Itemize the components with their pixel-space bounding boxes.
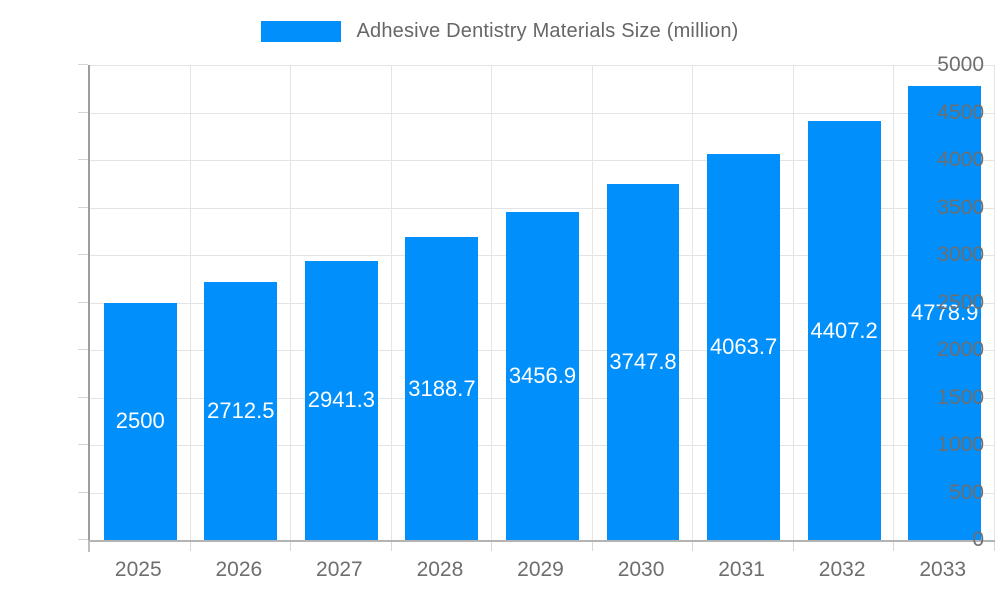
y-axis-tick	[78, 159, 88, 160]
x-axis-tick	[893, 542, 895, 551]
y-axis-tick-label: 2000	[937, 338, 984, 361]
bar-2027[interactable]: 2941.3	[304, 260, 378, 540]
plot-area: 2500 2712.5 2941.3 3188.7 3456.9 3747.8 4063.7…	[78, 64, 995, 552]
x-axis-tick-label: 2025	[114, 558, 162, 581]
y-axis-tick-label: 4000	[937, 148, 984, 171]
gridline-vertical	[491, 65, 493, 540]
legend-label: Adhesive Dentistry Materials Size (milli…	[356, 20, 739, 42]
bar-2025[interactable]: 2500	[103, 302, 177, 540]
y-axis-tick-label: 3500	[937, 195, 984, 219]
x-axis-tick	[290, 542, 292, 551]
y-axis-tick	[78, 491, 88, 493]
y-axis-tick-label: 3000	[937, 243, 984, 266]
x-axis-tick-label: 2026	[215, 558, 263, 581]
bar-2026[interactable]: 2712.5	[204, 282, 278, 540]
bar-value-label: 4407.2	[810, 317, 878, 343]
bar-2033[interactable]: 4778.9	[908, 86, 982, 540]
bar-2031[interactable]: 4063.7	[707, 153, 781, 540]
x-axis-tick-label: 2033	[919, 558, 967, 581]
y-axis-tick	[78, 206, 88, 208]
gridline-vertical	[893, 65, 895, 540]
x-axis-tick	[189, 542, 191, 551]
y-axis-tick-label: 5000	[937, 53, 984, 76]
y-axis-tick	[78, 539, 88, 540]
gridline-vertical	[189, 65, 191, 540]
x-axis-tick	[994, 542, 995, 551]
x-axis-tick	[390, 542, 392, 551]
y-axis-tick	[78, 254, 88, 255]
x-axis-tick-label: 2031	[718, 558, 765, 581]
bar-value-label: 4063.7	[709, 333, 778, 359]
y-axis-tick	[78, 301, 88, 303]
legend-swatch-icon	[261, 21, 342, 42]
x-axis-tick	[692, 542, 694, 551]
bar-2030[interactable]: 3747.8	[606, 183, 680, 540]
gridline-vertical	[290, 65, 292, 540]
x-axis-tick-label: 2028	[416, 558, 464, 581]
gridline-horizontal	[90, 112, 995, 114]
x-axis-tick-label: 2032	[818, 558, 866, 581]
gridline-vertical	[390, 65, 392, 540]
gridline-vertical	[792, 65, 794, 540]
y-axis-tick	[78, 396, 88, 398]
bar-value-label: 3456.9	[508, 362, 577, 388]
bar-value-label: 4778.9	[911, 300, 979, 325]
y-axis-tail	[88, 540, 90, 552]
legend[interactable]: Adhesive Dentistry Materials Size (milli…	[0, 20, 1000, 43]
y-axis-tick-label: 2500	[937, 290, 984, 314]
bar-value-label: 2941.3	[307, 387, 376, 413]
x-axis-tick	[491, 542, 493, 551]
gridline-vertical	[591, 65, 593, 540]
bar-2028[interactable]: 3188.7	[405, 237, 479, 540]
x-axis-tick	[591, 542, 593, 551]
bar-value-label: 3747.8	[609, 348, 677, 374]
bar-value-label: 3188.7	[408, 375, 476, 401]
y-axis-tick-label: 1500	[937, 385, 984, 409]
bar-value-label: 2500	[115, 408, 165, 434]
y-axis-tick-label: 500	[948, 480, 984, 504]
x-axis-tick-label: 2030	[617, 558, 665, 581]
bar-value-label: 2712.5	[207, 398, 275, 424]
bar-2029[interactable]: 3456.9	[506, 211, 579, 540]
x-axis-tick-label: 2027	[316, 558, 363, 581]
x-axis-tick	[792, 542, 794, 551]
gridline-horizontal	[90, 65, 995, 66]
y-axis-tick-label: 1000	[937, 433, 984, 456]
bar-2032[interactable]: 4407.2	[807, 121, 881, 540]
gridline-vertical	[994, 65, 995, 540]
gridline-vertical	[692, 65, 694, 540]
y-axis-tick	[78, 64, 88, 65]
y-axis-tick-label: 4500	[937, 100, 984, 124]
y-axis-tick-label: 0	[972, 528, 984, 551]
gridline-horizontal	[90, 207, 995, 209]
y-axis-tick	[78, 349, 88, 350]
gridline-horizontal	[90, 160, 995, 161]
y-axis-tick	[78, 444, 88, 445]
x-axis-tick-label: 2029	[517, 558, 564, 581]
y-axis-tick	[78, 111, 88, 113]
